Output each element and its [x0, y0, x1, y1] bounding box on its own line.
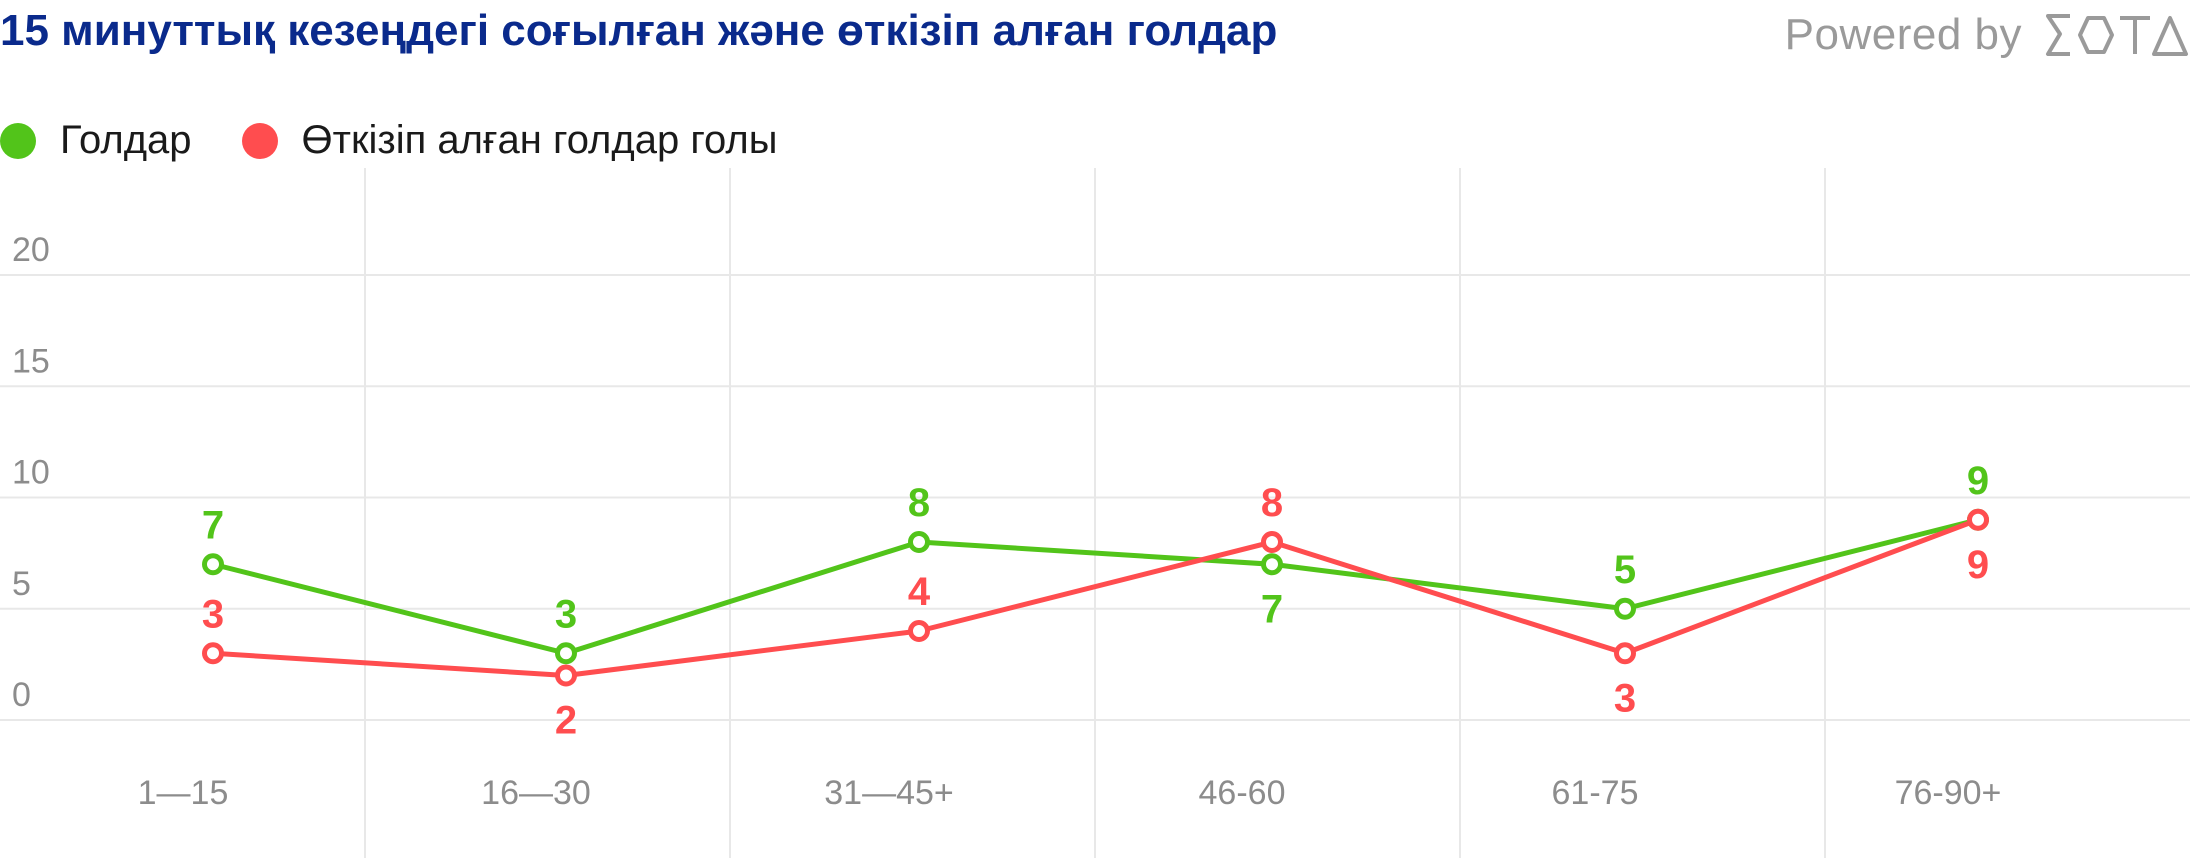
data-label: 8 — [908, 481, 930, 525]
legend-item-conceded[interactable]: Өткізіп алған голдар голы — [241, 118, 778, 163]
chart-legend: Голдар Өткізіп алған голдар голы — [0, 118, 828, 163]
data-label: 2 — [555, 699, 577, 743]
data-label: 7 — [1261, 587, 1283, 631]
x-tick-label: 31—45+ — [824, 774, 954, 812]
data-point — [555, 664, 577, 687]
data-point — [202, 642, 224, 665]
data-label: 9 — [1967, 459, 1989, 503]
data-point — [1614, 597, 1636, 620]
data-label: 4 — [908, 570, 931, 614]
x-tick-label: 46-60 — [1199, 774, 1286, 812]
legend-label-conceded: Өткізіп алған голдар голы — [301, 118, 778, 162]
data-label: 5 — [1614, 548, 1636, 592]
x-tick-label: 61-75 — [1552, 774, 1639, 812]
y-tick-label: 20 — [12, 231, 50, 269]
x-tick-label: 76-90+ — [1895, 774, 2002, 812]
data-label: 8 — [1261, 481, 1283, 525]
data-label: 7 — [202, 503, 224, 547]
data-label: 3 — [202, 592, 224, 636]
data-label: 3 — [555, 592, 577, 636]
chart-title: 15 минуттық кезеңдегі соғылған және өткі… — [0, 6, 1278, 55]
series-line-1 — [212, 517, 1979, 678]
y-tick-label: 5 — [12, 565, 31, 603]
data-label: 9 — [1967, 543, 1989, 587]
data-point — [908, 620, 930, 642]
legend-marker-conceded — [241, 122, 278, 159]
legend-label-goals: Голдар — [60, 118, 192, 162]
data-point — [1261, 553, 1283, 576]
series-line-0 — [212, 517, 1979, 656]
y-tick-label: 10 — [12, 454, 50, 492]
powered-by-branding[interactable]: Powered by — [1785, 10, 2190, 60]
data-point — [1614, 642, 1636, 665]
powered-by-label: Powered by — [1784, 10, 2022, 59]
legend-marker-goals — [0, 122, 36, 159]
data-point — [1261, 531, 1283, 553]
data-point — [202, 553, 224, 576]
data-point — [908, 531, 930, 553]
sota-logo-icon — [2046, 14, 2188, 56]
data-point — [555, 642, 577, 665]
y-tick-label: 0 — [12, 676, 31, 714]
data-point — [1967, 508, 1989, 531]
legend-item-goals[interactable]: Голдар — [0, 118, 192, 163]
x-tick-label: 16—30 — [481, 774, 591, 812]
data-label: 3 — [1614, 676, 1636, 720]
y-tick-label: 15 — [12, 342, 50, 380]
x-tick-label: 1—15 — [138, 774, 229, 812]
